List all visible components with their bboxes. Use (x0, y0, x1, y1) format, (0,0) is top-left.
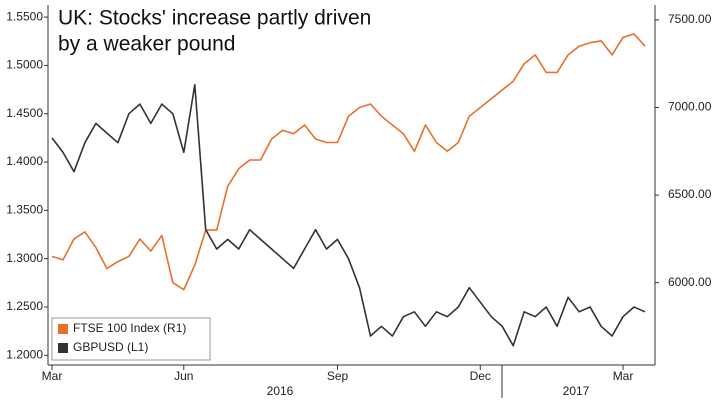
y-tick-label: 1.5500 (6, 9, 43, 23)
chart-title: UK: Stocks' increase partly driven (58, 7, 371, 30)
legend-swatch (58, 324, 68, 334)
year-label: 2017 (563, 384, 590, 398)
y-tick-label: 1.3500 (6, 203, 43, 217)
y2-tick-label: 7500.00 (668, 12, 712, 26)
series-line (51, 33, 646, 291)
y2-tick-label: 7000.00 (668, 100, 712, 114)
x-tick-label: Mar (613, 369, 634, 383)
y-tick-label: 1.5000 (6, 58, 43, 72)
x-tick-label: Jun (174, 369, 193, 383)
legend-label: FTSE 100 Index (R1) (73, 321, 186, 335)
series-line (51, 83, 646, 347)
title-background (54, 5, 394, 61)
y-tick-label: 1.2000 (6, 348, 43, 362)
legend-swatch (58, 343, 68, 353)
y2-tick-label: 6500.00 (668, 187, 712, 201)
legend-label: GBPUSD (L1) (73, 340, 148, 354)
y-tick-label: 1.2500 (6, 299, 43, 313)
y2-tick-label: 6000.00 (668, 275, 712, 289)
x-tick-label: Sep (327, 369, 349, 383)
chart-title: by a weaker pound (58, 33, 235, 56)
y-tick-label: 1.4500 (6, 106, 43, 120)
legend-box (51, 317, 211, 361)
y-tick-label: 1.4000 (6, 154, 43, 168)
x-tick-label: Mar (42, 369, 63, 383)
year-label: 2016 (267, 384, 294, 398)
y-tick-label: 1.3000 (6, 251, 43, 265)
x-tick-label: Dec (470, 369, 491, 383)
